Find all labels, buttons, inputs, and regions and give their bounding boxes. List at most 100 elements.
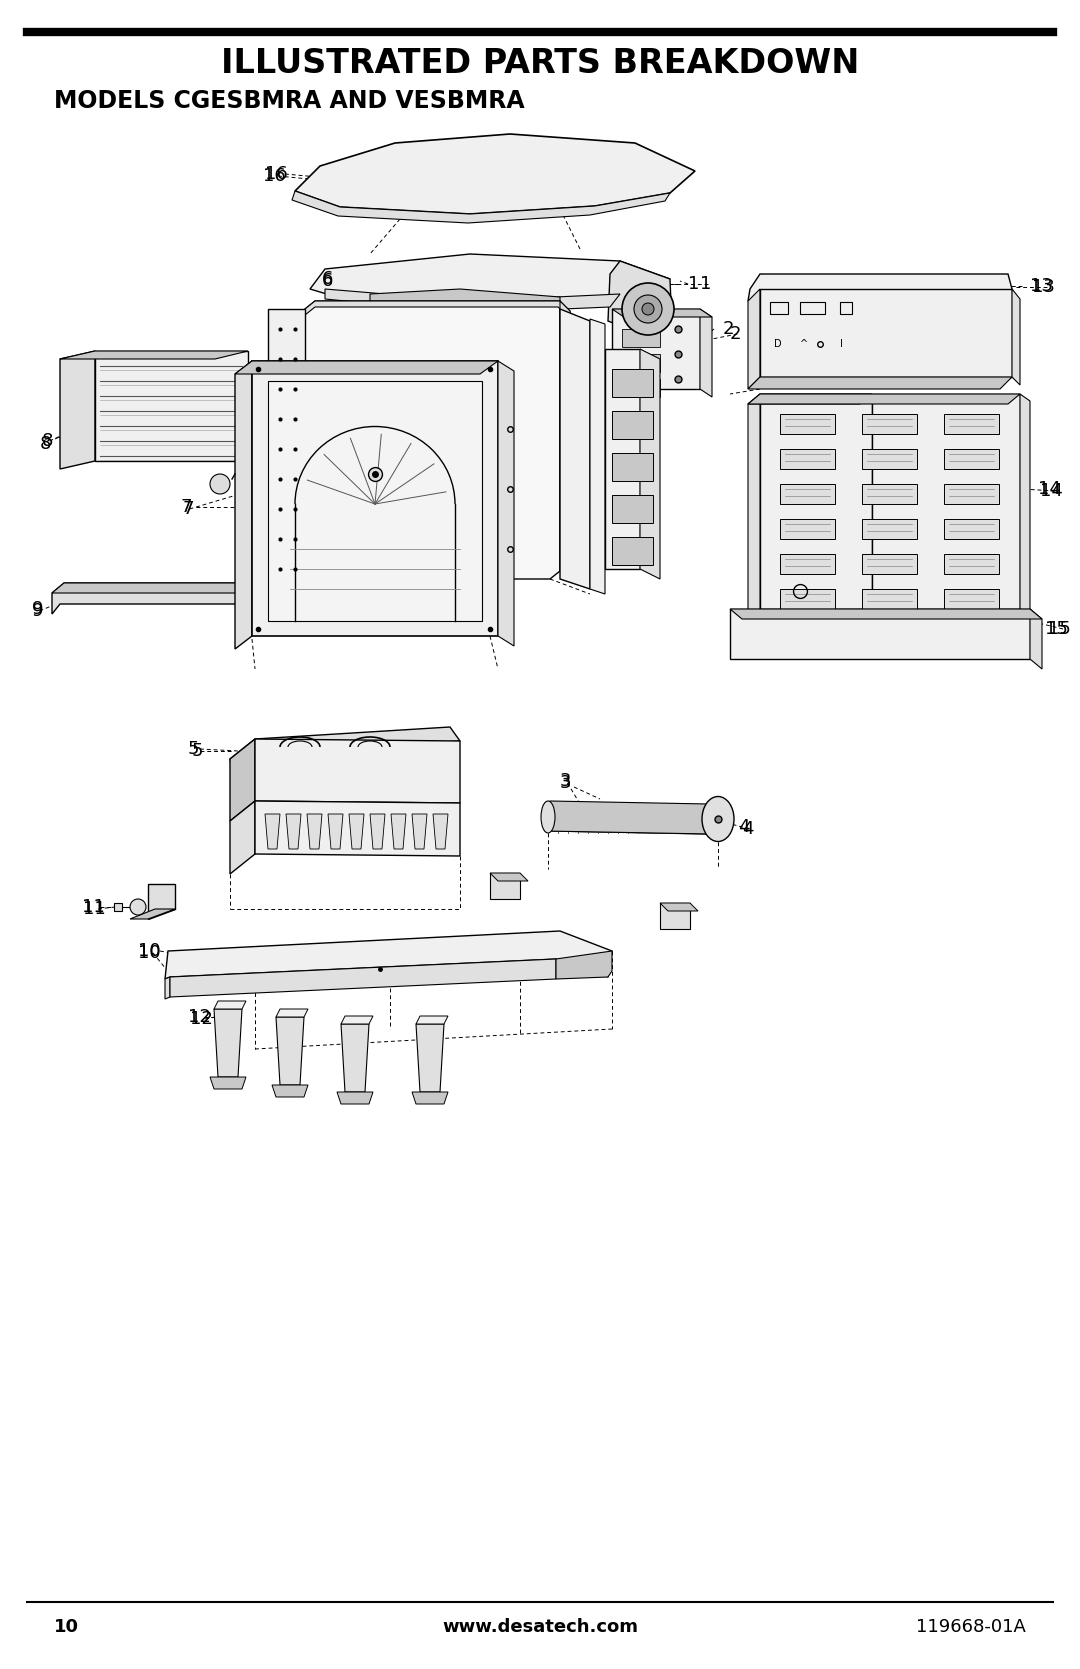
Text: 8: 8 — [40, 436, 52, 452]
Polygon shape — [337, 1092, 373, 1103]
Polygon shape — [498, 361, 514, 646]
Polygon shape — [1012, 289, 1020, 386]
Polygon shape — [862, 589, 917, 609]
Polygon shape — [130, 910, 175, 920]
Polygon shape — [748, 394, 1020, 404]
Polygon shape — [862, 519, 917, 539]
Polygon shape — [230, 801, 255, 875]
Text: 12: 12 — [190, 1010, 213, 1028]
Bar — [770, 302, 788, 314]
Polygon shape — [230, 728, 460, 771]
Polygon shape — [341, 1025, 369, 1092]
Polygon shape — [255, 801, 460, 856]
Polygon shape — [411, 1092, 448, 1103]
Polygon shape — [612, 537, 653, 566]
Text: 11: 11 — [83, 900, 106, 918]
Polygon shape — [310, 254, 670, 309]
Text: 1: 1 — [688, 275, 700, 294]
Polygon shape — [556, 951, 612, 980]
Text: 6: 6 — [322, 272, 334, 290]
Polygon shape — [305, 300, 561, 579]
Polygon shape — [95, 350, 248, 461]
Polygon shape — [605, 349, 640, 569]
Polygon shape — [748, 394, 872, 404]
Polygon shape — [255, 739, 460, 803]
Polygon shape — [612, 369, 653, 397]
Polygon shape — [862, 449, 917, 469]
Polygon shape — [272, 1085, 308, 1097]
Polygon shape — [780, 519, 835, 539]
Polygon shape — [612, 309, 712, 317]
Ellipse shape — [541, 801, 555, 833]
Polygon shape — [165, 976, 170, 1000]
Text: ^: ^ — [800, 339, 808, 349]
Polygon shape — [1030, 609, 1042, 669]
Polygon shape — [730, 609, 1030, 659]
Polygon shape — [545, 804, 720, 834]
Polygon shape — [328, 814, 343, 850]
Text: www.desatech.com: www.desatech.com — [442, 1617, 638, 1636]
Polygon shape — [235, 361, 252, 649]
Polygon shape — [780, 449, 835, 469]
Polygon shape — [307, 814, 322, 850]
Polygon shape — [780, 589, 835, 609]
Text: 9: 9 — [32, 599, 43, 618]
Polygon shape — [276, 1016, 303, 1085]
Text: 6: 6 — [322, 270, 334, 289]
Polygon shape — [325, 289, 620, 314]
Polygon shape — [640, 349, 660, 579]
Polygon shape — [268, 381, 482, 621]
Text: 16: 16 — [265, 165, 287, 184]
Polygon shape — [60, 350, 248, 359]
Polygon shape — [872, 394, 1020, 609]
Text: 9: 9 — [32, 603, 43, 619]
Polygon shape — [622, 379, 660, 397]
Text: 1: 1 — [700, 275, 712, 294]
Polygon shape — [622, 354, 660, 372]
Text: 2: 2 — [723, 320, 734, 339]
Text: 4: 4 — [738, 818, 750, 836]
Polygon shape — [944, 519, 999, 539]
Polygon shape — [944, 449, 999, 469]
Polygon shape — [700, 309, 712, 397]
Polygon shape — [748, 274, 1012, 300]
Polygon shape — [612, 496, 653, 522]
Polygon shape — [862, 554, 917, 574]
Text: 13: 13 — [1032, 279, 1055, 295]
Polygon shape — [608, 260, 672, 340]
Polygon shape — [944, 589, 999, 609]
Text: 3: 3 — [561, 774, 571, 793]
Polygon shape — [349, 814, 364, 850]
Polygon shape — [780, 414, 835, 434]
Text: 5: 5 — [192, 743, 203, 759]
Circle shape — [634, 295, 662, 324]
Text: 16: 16 — [264, 167, 286, 185]
Polygon shape — [252, 361, 498, 636]
Polygon shape — [748, 289, 760, 389]
Polygon shape — [214, 1010, 242, 1077]
Polygon shape — [622, 329, 660, 347]
Text: 15: 15 — [1045, 619, 1068, 638]
Circle shape — [622, 284, 674, 335]
Polygon shape — [944, 484, 999, 504]
Text: 15: 15 — [1048, 619, 1071, 638]
Polygon shape — [165, 931, 612, 980]
Text: 10: 10 — [138, 941, 161, 960]
Text: 8: 8 — [42, 432, 53, 451]
Polygon shape — [416, 1016, 448, 1025]
Polygon shape — [612, 452, 653, 481]
Polygon shape — [286, 814, 301, 850]
Polygon shape — [341, 1016, 373, 1025]
Polygon shape — [561, 309, 590, 589]
Polygon shape — [545, 801, 720, 834]
Polygon shape — [760, 289, 1012, 377]
Text: 4: 4 — [742, 819, 754, 838]
Text: 14: 14 — [1040, 482, 1063, 501]
Text: ILLUSTRATED PARTS BREAKDOWN: ILLUSTRATED PARTS BREAKDOWN — [220, 47, 860, 80]
Text: MODELS CGESBMRA AND VESBMRA: MODELS CGESBMRA AND VESBMRA — [54, 88, 525, 113]
Polygon shape — [612, 411, 653, 439]
Circle shape — [130, 900, 146, 915]
Text: 14: 14 — [1038, 481, 1061, 497]
Bar — [840, 302, 852, 314]
Polygon shape — [416, 1025, 444, 1092]
